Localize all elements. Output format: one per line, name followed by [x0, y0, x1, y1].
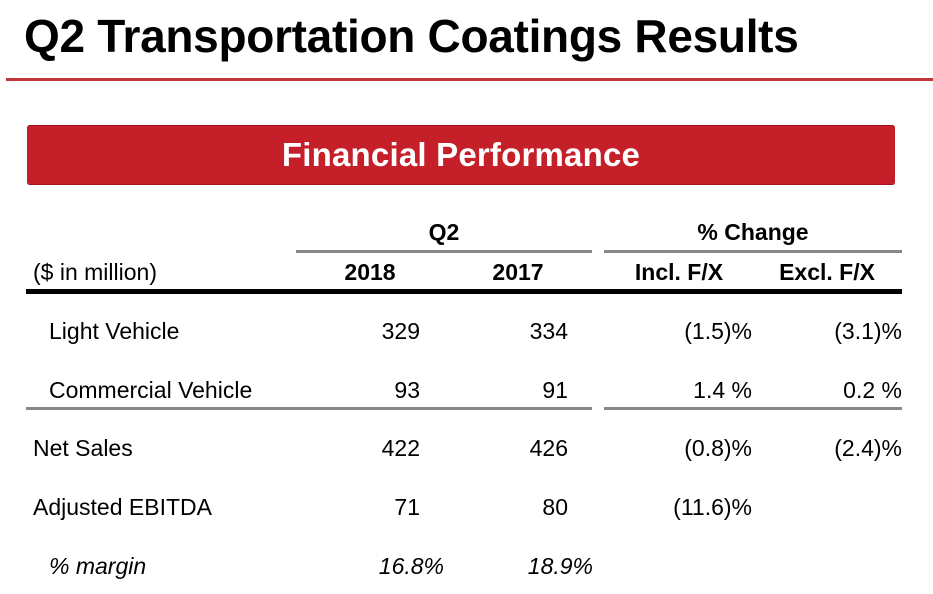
- cell-excl-fx: (3.1)%: [834, 318, 902, 344]
- group-rule-change: [604, 250, 902, 253]
- header-rule: [26, 289, 902, 294]
- cell-2017: 80: [542, 494, 568, 520]
- group-header-change: % Change: [697, 219, 809, 245]
- cell-2017: 91: [542, 377, 568, 403]
- cell-2018: 71: [394, 494, 420, 520]
- cell-2018: 422: [381, 435, 420, 461]
- cell-2018: 16.8%: [378, 553, 444, 579]
- title-divider: [6, 78, 933, 81]
- banner-title: Financial Performance: [281, 136, 641, 173]
- group-rule-q2: [296, 250, 592, 253]
- cell-incl-fx: (0.8)%: [684, 435, 752, 461]
- cell-2018: 329: [381, 318, 420, 344]
- column-header-incl-fx: Incl. F/X: [634, 259, 724, 285]
- cell-incl-fx: (11.6)%: [673, 494, 752, 520]
- page-title: Q2 Transportation Coatings Results: [24, 10, 799, 62]
- cell-incl-fx: 1.4 %: [693, 377, 752, 403]
- cell-2017: 334: [529, 318, 568, 344]
- row-label: Adjusted EBITDA: [33, 494, 212, 520]
- row-label: Net Sales: [33, 435, 133, 461]
- group-header-q2: Q2: [428, 219, 460, 245]
- subtotal-rule-left: [26, 407, 592, 410]
- cell-2018: 93: [394, 377, 420, 403]
- cell-excl-fx: (2.4)%: [834, 435, 902, 461]
- row-label: % margin: [49, 553, 147, 579]
- cell-incl-fx: (1.5)%: [684, 318, 752, 344]
- row-label: Commercial Vehicle: [49, 377, 253, 403]
- subtotal-rule-right: [604, 407, 902, 410]
- column-header-label: ($ in million): [33, 259, 157, 285]
- section-banner: Financial Performance: [27, 125, 895, 185]
- column-header-2017: 2017: [492, 259, 544, 285]
- cell-2017: 18.9%: [527, 553, 593, 579]
- column-header-2018: 2018: [344, 259, 396, 285]
- column-header-excl-fx: Excl. F/X: [779, 259, 875, 285]
- cell-2017: 426: [529, 435, 568, 461]
- row-label: Light Vehicle: [49, 318, 180, 344]
- cell-excl-fx: 0.2 %: [843, 377, 902, 403]
